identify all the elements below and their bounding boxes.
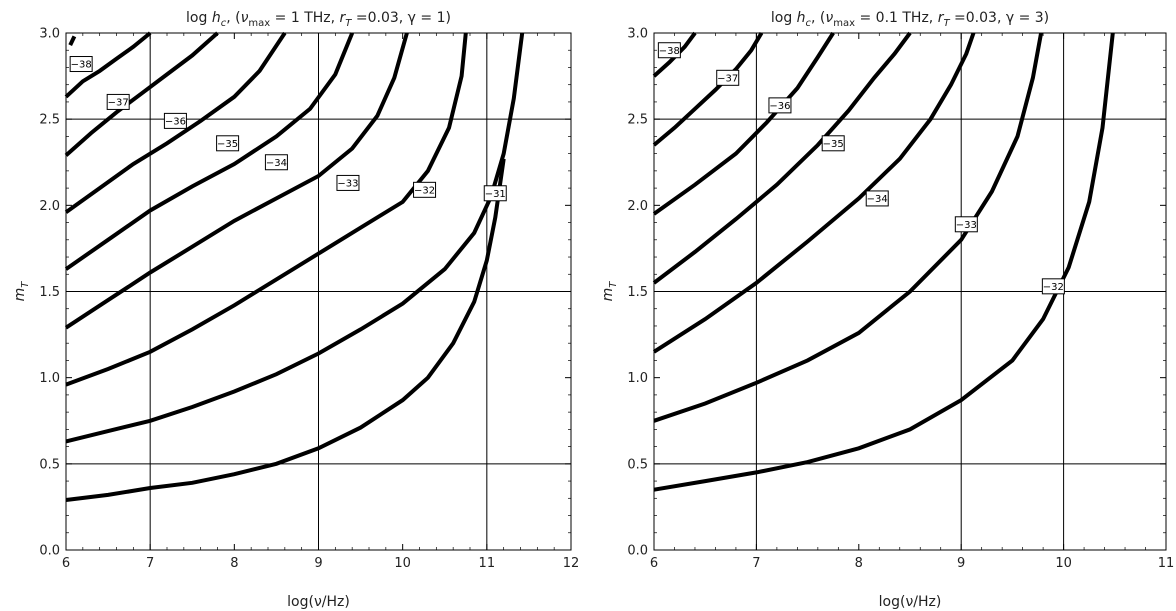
x-tick-label: 11 bbox=[1158, 556, 1175, 571]
x-tick-label: 8 bbox=[855, 556, 863, 571]
x-tick-label: 6 bbox=[650, 556, 658, 571]
chart-panel-1: 6 7 8 9 10 11 12 0.0 0.5 1.0 1.5 2.0 2.5 3.0 −38 −37 −36… bbox=[12, 10, 579, 610]
contour-label: −33 bbox=[956, 220, 977, 231]
contour-line-neg32 bbox=[65, 32, 468, 387]
contour-line-neg35 bbox=[64, 31, 287, 214]
x-tick-label: 7 bbox=[146, 556, 154, 571]
contour-line-neg34 bbox=[64, 32, 355, 271]
contour-label-box bbox=[163, 112, 187, 129]
x-tick-label: 12 bbox=[563, 556, 580, 571]
contour-label-box bbox=[768, 97, 792, 114]
contour-label-box bbox=[954, 216, 978, 233]
contour-label: −36 bbox=[769, 101, 790, 112]
y-tick-label: 0.5 bbox=[39, 457, 60, 472]
contour-label-box bbox=[657, 42, 681, 59]
contour-label: −33 bbox=[337, 179, 358, 190]
contour-label-box bbox=[716, 69, 740, 86]
contour-label: −37 bbox=[108, 98, 129, 109]
contour-label-box bbox=[865, 190, 889, 207]
contour-line-neg32 bbox=[653, 32, 1115, 492]
contour-line-neg34 bbox=[652, 32, 976, 354]
x-tick-label: 10 bbox=[394, 556, 411, 571]
contour-label-box bbox=[216, 135, 240, 152]
x-tick-label: 8 bbox=[230, 556, 238, 571]
y-axis-title: mT bbox=[12, 281, 31, 302]
x-tick-label: 9 bbox=[957, 556, 965, 571]
contour-label: −32 bbox=[414, 185, 435, 196]
contour-label: −38 bbox=[71, 60, 92, 71]
y-tick-label: 1.5 bbox=[39, 285, 60, 300]
y-tick-label: 0.5 bbox=[627, 457, 648, 472]
contour-label-box bbox=[69, 56, 93, 73]
contour-line-neg31 bbox=[65, 32, 525, 444]
y-tick-label: 2.0 bbox=[39, 199, 60, 214]
contour-label-box bbox=[264, 154, 288, 171]
y-tick-label: 2.5 bbox=[39, 113, 60, 128]
contour-line-neg35 bbox=[652, 31, 912, 285]
y-tick-label: 0.0 bbox=[627, 544, 648, 559]
x-axis-title: log(ν/Hz) bbox=[287, 594, 350, 610]
contour-label-box bbox=[483, 185, 507, 202]
contour-label-box bbox=[821, 135, 845, 152]
contour-line-neg33 bbox=[64, 32, 409, 330]
y-tick-label: 0.0 bbox=[39, 544, 60, 559]
chart-panel-2: 6 7 8 9 10 11 0.0 0.5 1.0 1.5 2.0 2.5 3.0 −38 −37 −36 −3… bbox=[600, 10, 1174, 610]
contour-line-neg36 bbox=[64, 31, 219, 157]
contour-label-box bbox=[336, 174, 360, 191]
contour-label: −35 bbox=[217, 139, 238, 150]
contour-label: −38 bbox=[659, 46, 680, 57]
contour-line-neg38 bbox=[68, 35, 77, 46]
contour-line-neg37 bbox=[652, 31, 764, 147]
contour-line-neg36 bbox=[652, 31, 835, 216]
contour-label: −31 bbox=[485, 189, 506, 200]
contour-label: −34 bbox=[867, 194, 888, 205]
x-tick-label: 10 bbox=[1055, 556, 1072, 571]
chart-title: log hc, (νmax = 1 THz, rT =0.03, γ = 1) bbox=[186, 10, 451, 29]
contour-label-box bbox=[106, 93, 130, 110]
x-tick-label: 9 bbox=[314, 556, 322, 571]
contour-line-unlabeled bbox=[65, 158, 506, 502]
contour-label-box bbox=[1041, 278, 1065, 295]
y-tick-label: 2.0 bbox=[627, 199, 648, 214]
contour-label: −32 bbox=[1043, 282, 1064, 293]
y-tick-label: 1.0 bbox=[627, 371, 648, 386]
y-axis-title: mT bbox=[600, 281, 619, 302]
y-tick-label: 1.0 bbox=[39, 371, 60, 386]
chart-title: log hc, (νmax = 0.1 THz, rT =0.03, γ = 3… bbox=[771, 10, 1049, 29]
x-axis-title: log(ν/Hz) bbox=[879, 594, 942, 610]
contour-line-neg37 bbox=[64, 31, 152, 99]
contour-line-neg33 bbox=[653, 32, 1044, 423]
y-tick-label: 3.0 bbox=[627, 27, 648, 42]
y-tick-label: 3.0 bbox=[39, 27, 60, 42]
contour-label: −34 bbox=[266, 158, 287, 169]
y-tick-label: 1.5 bbox=[627, 285, 648, 300]
contour-label: −37 bbox=[717, 73, 738, 84]
contour-label: −35 bbox=[823, 139, 844, 150]
x-tick-label: 6 bbox=[62, 556, 70, 571]
x-tick-label: 11 bbox=[479, 556, 496, 571]
contour-label: −36 bbox=[165, 116, 186, 127]
contour-label-box bbox=[413, 181, 437, 198]
x-tick-label: 7 bbox=[752, 556, 760, 571]
y-tick-label: 2.5 bbox=[627, 113, 648, 128]
